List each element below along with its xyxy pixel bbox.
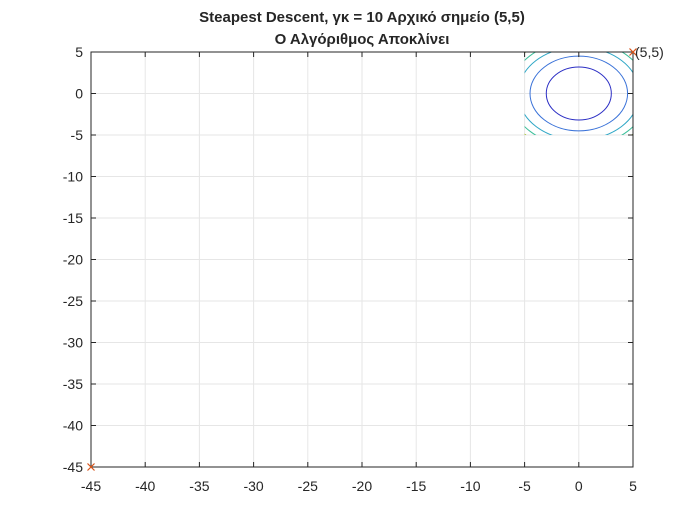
y-tick-label: -20 xyxy=(63,252,83,268)
y-tick-label: -5 xyxy=(71,127,84,143)
y-tick-label: -45 xyxy=(63,459,83,475)
marker-stroke xyxy=(629,48,637,56)
data-points xyxy=(87,48,637,471)
x-tick-label: -25 xyxy=(298,478,318,494)
x-tick-label: 0 xyxy=(575,478,583,494)
x-axis-ticks: -45 -40 -35 -30 -25 -20 -15 -10 -5 0 5 xyxy=(81,52,637,494)
x-tick-label: -45 xyxy=(81,478,101,494)
x-tick-label: 5 xyxy=(629,478,637,494)
y-tick-label: -30 xyxy=(63,335,83,351)
chart-title: Steapest Descent, γκ = 10 Αρχικό σημείο … xyxy=(199,9,525,26)
annotations: (5,5) xyxy=(635,44,664,60)
x-tick-label: -20 xyxy=(352,478,372,494)
chart-subtitle: Ο Αλγόριθμος Αποκλίνει xyxy=(275,31,450,48)
y-tick-label: -15 xyxy=(63,210,83,226)
point-annotation: (5,5) xyxy=(635,44,664,60)
y-tick-label: -35 xyxy=(63,376,83,392)
x-tick-label: -30 xyxy=(243,478,263,494)
x-tick-label: -40 xyxy=(135,478,155,494)
y-tick-label: -10 xyxy=(63,169,83,185)
y-axis-ticks: 5 0 -5 -10 -15 -20 -25 -30 -35 -40 -45 xyxy=(63,44,633,475)
x-tick-label: -5 xyxy=(518,478,531,494)
y-tick-label: 0 xyxy=(75,86,83,102)
y-tick-label: -25 xyxy=(63,293,83,309)
x-tick-label: -10 xyxy=(460,478,480,494)
data-point-marker xyxy=(87,463,95,471)
x-tick-label: -35 xyxy=(189,478,209,494)
y-tick-label: 5 xyxy=(75,44,83,60)
data-point-marker xyxy=(629,48,637,56)
contour-line xyxy=(545,66,612,121)
marker-stroke xyxy=(87,463,95,471)
x-tick-label: -15 xyxy=(406,478,426,494)
y-tick-label: -40 xyxy=(63,418,83,434)
